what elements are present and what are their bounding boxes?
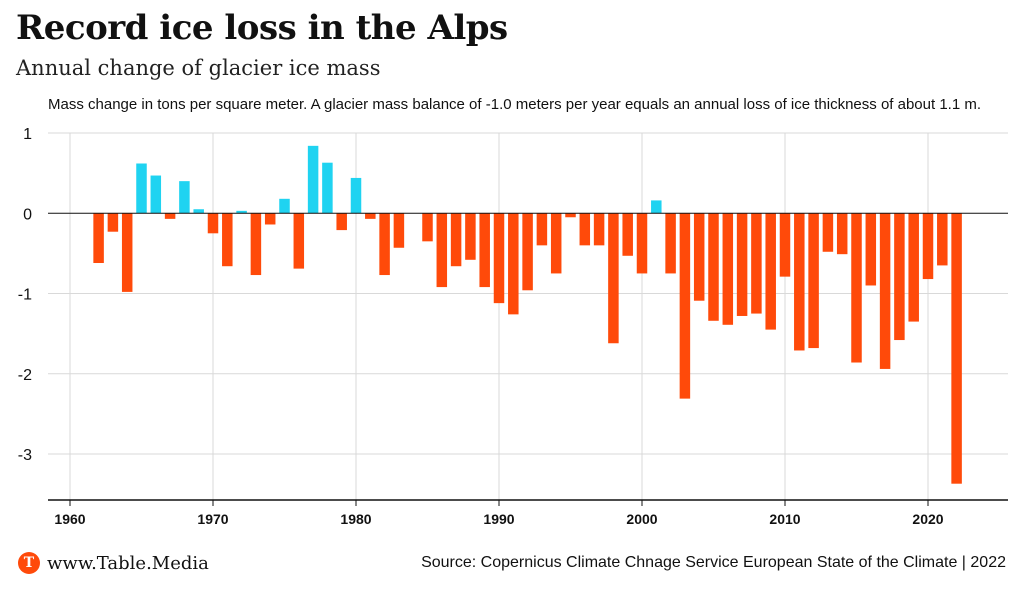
chart-note: Mass change in tons per square meter. A … — [48, 96, 982, 113]
bar — [393, 213, 405, 248]
bar — [636, 213, 648, 274]
y-tick-label: -1 — [18, 287, 32, 304]
bar — [307, 145, 319, 214]
bar — [822, 213, 834, 252]
bar — [493, 213, 505, 304]
bar — [894, 213, 905, 341]
chart-title: Record ice loss in the Alps — [16, 8, 508, 48]
y-tick-label: -2 — [18, 367, 32, 384]
bar — [693, 213, 705, 301]
bar — [865, 213, 877, 286]
bar — [794, 213, 805, 351]
bar — [751, 213, 762, 314]
bar — [379, 213, 390, 276]
bar — [665, 213, 676, 274]
bar — [322, 162, 333, 214]
bar — [908, 213, 919, 322]
x-tick-label: 2010 — [769, 511, 800, 527]
bar — [236, 210, 247, 214]
bar — [836, 213, 848, 255]
bar — [508, 213, 519, 315]
bar — [765, 213, 776, 330]
bar — [450, 213, 462, 267]
grid-layer — [48, 132, 1008, 500]
bars-layer — [93, 145, 962, 484]
bar — [565, 213, 576, 218]
x-tick-label: 2020 — [912, 511, 943, 527]
bar — [522, 213, 533, 291]
bar — [365, 213, 376, 219]
y-tick-label: 0 — [23, 206, 32, 223]
y-tick-label: -3 — [18, 447, 32, 464]
bar — [937, 213, 948, 266]
bar — [622, 213, 633, 256]
bar — [179, 181, 190, 214]
table-media-logo-icon: T — [18, 552, 40, 574]
bar — [222, 213, 233, 267]
bar — [250, 213, 262, 276]
bar — [150, 175, 162, 214]
axis-layer: 1960 1970 1980 1990 2000 2010 2020 1 0 -1 -2 -3 — [18, 126, 1008, 527]
bar — [679, 213, 691, 399]
bar — [951, 213, 962, 484]
bar — [107, 213, 119, 232]
bar — [193, 209, 204, 214]
bar — [608, 213, 619, 344]
x-tick-label: 1980 — [340, 511, 371, 527]
x-tick-label: 1990 — [483, 511, 514, 527]
bar — [293, 213, 305, 269]
brand-logo[interactable]: T www.Table.Media — [18, 552, 209, 574]
bar — [722, 213, 734, 325]
bar — [207, 213, 219, 234]
bar — [708, 213, 719, 321]
bar — [922, 213, 934, 280]
bar — [808, 213, 819, 349]
bar — [550, 213, 562, 274]
bar — [736, 213, 748, 316]
bar — [851, 213, 862, 363]
bar — [479, 213, 490, 288]
bar — [121, 213, 133, 292]
x-tick-label: 1960 — [54, 511, 85, 527]
y-tick-label: 1 — [23, 126, 32, 143]
x-tick-label: 1970 — [197, 511, 228, 527]
bar — [264, 213, 276, 225]
source-credit: Source: Copernicus Climate Chnage Servic… — [421, 554, 1006, 571]
bar — [465, 213, 476, 260]
bar — [593, 213, 605, 246]
bar — [336, 213, 347, 231]
x-tick-label: 2000 — [626, 511, 657, 527]
bar — [436, 213, 448, 288]
bar — [350, 177, 362, 214]
bar — [536, 213, 548, 246]
bar — [279, 198, 290, 214]
brand-url[interactable]: www.Table.Media — [47, 552, 209, 574]
bar — [779, 213, 791, 277]
bar — [93, 213, 104, 264]
bar — [136, 163, 147, 214]
bar — [422, 213, 433, 242]
bar — [579, 213, 591, 246]
chart-subtitle: Annual change of glacier ice mass — [16, 56, 381, 80]
bar — [879, 213, 891, 369]
bar — [164, 213, 176, 219]
bar — [651, 200, 662, 214]
